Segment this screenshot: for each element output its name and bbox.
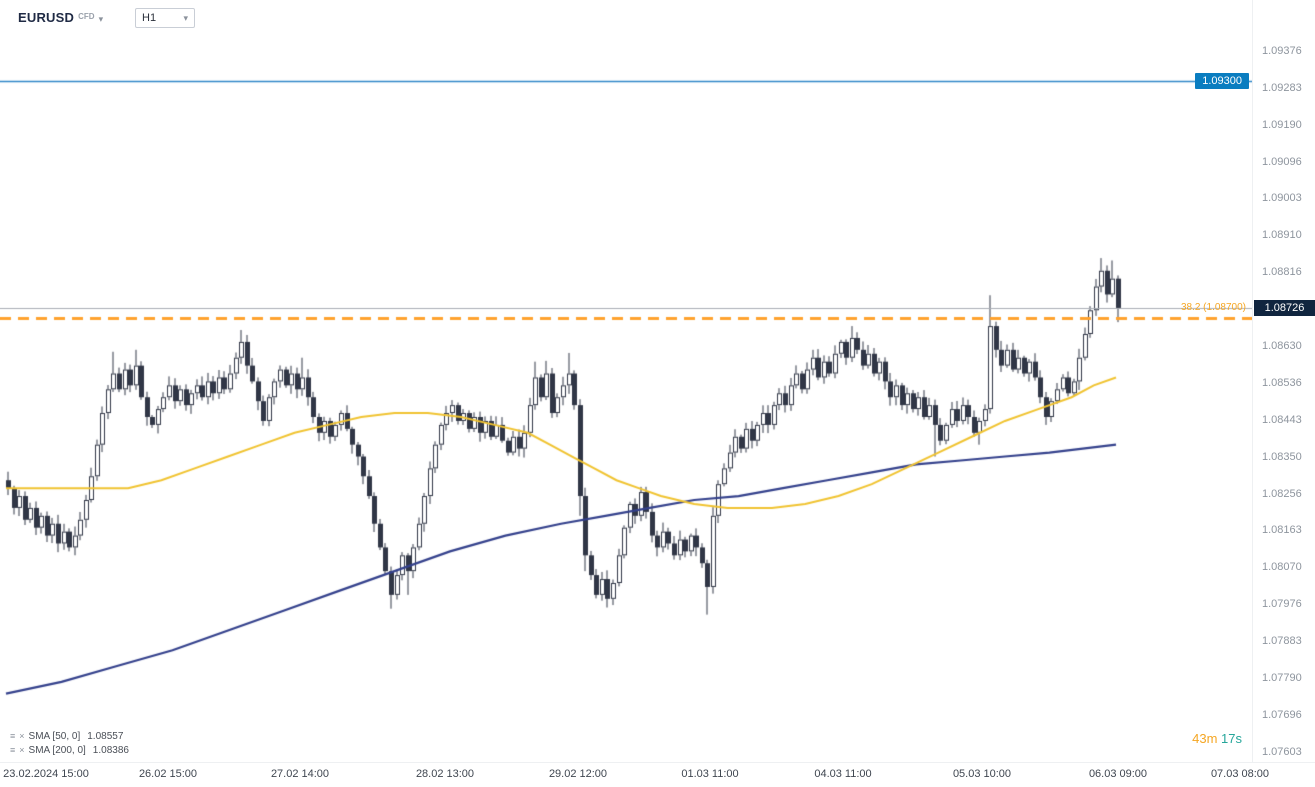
sma50-legend-label: SMA [50, 0] xyxy=(28,730,81,742)
price-axis-label: 1.08910 xyxy=(1262,229,1302,242)
indicator-legend: ≡ × SMA [50, 0] 1.08557 ≡ × SMA [200, 0]… xyxy=(10,729,129,757)
countdown-seconds: 17s xyxy=(1221,731,1242,746)
price-axis-label: 1.09003 xyxy=(1262,192,1302,205)
price-axis-label: 1.09096 xyxy=(1262,155,1302,168)
indicator-remove-icon[interactable]: × xyxy=(19,745,25,755)
price-axis-label: 1.08536 xyxy=(1262,377,1302,389)
price-axis-label: 1.08443 xyxy=(1262,413,1302,426)
candlestick-chart-canvas[interactable] xyxy=(0,0,1252,762)
indicator-remove-icon[interactable]: × xyxy=(19,731,25,741)
sma50-legend-row: ≡ × SMA [50, 0] 1.08557 xyxy=(10,729,129,743)
price-axis-label: 1.07790 xyxy=(1262,671,1302,684)
resistance-price-badge[interactable]: 1.09300 xyxy=(1195,73,1249,90)
price-axis-label: 1.09376 xyxy=(1262,44,1302,57)
time-axis-label: 06.03 09:00 xyxy=(1088,768,1148,780)
time-axis-label: 26.02 15:00 xyxy=(138,768,198,780)
chevron-down-icon[interactable]: ▾ xyxy=(98,14,104,24)
time-axis-label: 05.03 10:00 xyxy=(952,768,1012,780)
chevron-down-icon: ▾ xyxy=(183,12,188,23)
price-axis-label: 1.09190 xyxy=(1262,118,1302,131)
time-axis-label: 07.03 08:00 xyxy=(1210,768,1270,780)
candle-countdown: 43m 17s xyxy=(1192,731,1242,746)
price-axis-label: 1.07603 xyxy=(1262,745,1302,758)
time-axis-label: 23.02.2024 15:00 xyxy=(3,768,89,780)
price-axis-label: 1.08630 xyxy=(1262,339,1302,352)
timeframe-value: H1 xyxy=(142,12,157,24)
countdown-minutes: 43m xyxy=(1192,731,1218,746)
time-axis-label: 01.03 11:00 xyxy=(681,768,739,780)
price-axis-label: 1.08163 xyxy=(1262,524,1302,537)
time-axis[interactable]: 23.02.2024 15:00 26.02 15:00 27.02 14:00 28… xyxy=(0,762,1315,787)
price-axis-label: 1.08070 xyxy=(1262,561,1302,574)
time-axis-label: 27.02 14:00 xyxy=(270,768,330,780)
sma200-legend-row: ≡ × SMA [200, 0] 1.08386 xyxy=(10,743,129,757)
price-axis[interactable]: 1.08726 1.09376 1.09283 1.09190 1.09096 1.09… xyxy=(1252,0,1315,762)
instrument-type-label: CFD xyxy=(78,12,95,21)
sma200-legend-value: 1.08386 xyxy=(92,744,129,756)
time-axis-label: 04.03 11:00 xyxy=(814,768,872,780)
chart-area[interactable]: EURUSD CFD ▾ H1 ▾ 1.09300 38.2 (1.08700)… xyxy=(0,0,1252,762)
time-axis-label: 29.02 12:00 xyxy=(548,768,608,780)
price-axis-label: 1.08350 xyxy=(1262,450,1302,463)
sma50-legend-value: 1.08557 xyxy=(87,730,124,742)
time-axis-label: 28.02 13:00 xyxy=(415,768,475,780)
fib-level-label: 38.2 (1.08700) xyxy=(1180,302,1246,314)
instrument-header[interactable]: EURUSD CFD ▾ xyxy=(18,10,103,25)
sma200-legend-label: SMA [200, 0] xyxy=(28,744,86,756)
price-axis-label: 1.08256 xyxy=(1262,487,1302,500)
price-axis-label: 1.08816 xyxy=(1262,266,1302,279)
price-axis-label: 1.07696 xyxy=(1262,709,1302,722)
current-price-badge: 1.08726 xyxy=(1254,299,1315,316)
indicator-settings-icon[interactable]: ≡ xyxy=(10,745,16,755)
price-axis-label: 1.07976 xyxy=(1262,598,1302,611)
price-axis-label: 1.09283 xyxy=(1262,81,1302,94)
price-axis-label: 1.07883 xyxy=(1262,635,1302,648)
symbol-label: EURUSD xyxy=(18,10,75,25)
indicator-settings-icon[interactable]: ≡ xyxy=(10,731,16,741)
timeframe-select[interactable]: H1 ▾ xyxy=(135,8,195,28)
